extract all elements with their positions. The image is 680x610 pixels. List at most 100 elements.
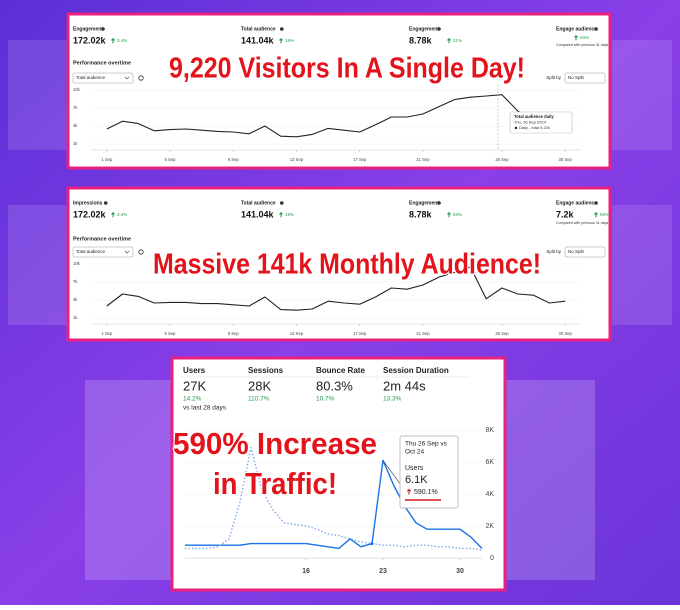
x-tick-label: 17 Sep xyxy=(353,331,367,336)
metric-label: Bounce Rate xyxy=(316,366,365,375)
up-arrow xyxy=(447,212,451,218)
headline: 590% Increase xyxy=(173,426,377,461)
metric-value: 80.3% xyxy=(316,378,353,393)
x-tick-label: 30 Sep xyxy=(559,157,573,162)
tooltip-label: Users xyxy=(405,465,424,472)
metric-value: 8.78k xyxy=(409,35,433,45)
ghost-panel xyxy=(8,40,68,150)
metric-label: Engage audience xyxy=(556,26,597,32)
tooltip-title: Oct 24 xyxy=(405,449,425,456)
data-line xyxy=(106,266,566,311)
x-tick-label: 5 Sep xyxy=(165,157,177,162)
up-arrow xyxy=(111,38,115,44)
settings-icon xyxy=(138,249,144,255)
x-tick-label: 16 xyxy=(302,568,310,575)
panel xyxy=(66,12,612,170)
y-tick-label: 6K xyxy=(485,459,494,466)
up-arrow xyxy=(406,488,412,495)
metric-value: 28K xyxy=(248,378,271,393)
dropdown-value: Total audience xyxy=(76,75,106,80)
info-icon xyxy=(103,201,108,205)
up-arrow xyxy=(279,212,283,218)
metric-value: 141.04k xyxy=(241,209,275,219)
comparison: vs last 28 days xyxy=(183,405,227,412)
metric-change: 19% xyxy=(285,38,294,43)
tooltip-title: Total audience daily xyxy=(514,114,554,119)
dropdown-value: Total audience xyxy=(76,249,106,254)
data-line xyxy=(185,446,483,551)
y-tick-label: 1k xyxy=(73,141,78,146)
metric-label: Sessions xyxy=(248,366,284,375)
x-tick-label: 21 Sep xyxy=(416,331,430,336)
metric-value: 141.04k xyxy=(241,35,275,45)
tooltip-date: Thu, 26 Sep 2024 xyxy=(514,120,547,125)
info-icon xyxy=(280,201,284,205)
up-arrow xyxy=(447,38,451,44)
x-tick-label: 9 Sep xyxy=(228,157,240,162)
dropdown xyxy=(72,246,134,258)
x-tick-label: 1 Sep xyxy=(101,157,113,162)
comparison-note: Compared with previous 31 days xyxy=(556,43,609,47)
split-value: No Split xyxy=(568,249,585,254)
ghost-panel xyxy=(505,380,595,580)
metric-label: Total audience xyxy=(241,200,276,206)
up-arrow xyxy=(111,212,115,218)
headline: in Traffic! xyxy=(213,466,337,501)
metric-change: 21% xyxy=(453,38,462,43)
metric-value: 27K xyxy=(183,378,206,393)
ghost-panel xyxy=(612,40,672,150)
split-value: No Split xyxy=(568,75,585,80)
y-tick-label: 4k xyxy=(73,297,78,302)
x-tick-label: 26 Sep xyxy=(495,331,509,336)
ghost-panel xyxy=(612,205,672,325)
metric-change: 3.4% xyxy=(117,38,127,43)
metric-value: 172.02k xyxy=(73,35,107,45)
split-label: Split by xyxy=(546,75,562,80)
x-tick-label: 26 Sep xyxy=(495,157,509,162)
ghost-panel xyxy=(85,380,172,580)
split-label: Split by xyxy=(546,249,562,254)
metric-label: Engagement xyxy=(73,26,103,32)
headline: 9,220 Visitors In A Single Day! xyxy=(169,53,525,85)
y-tick-label: 7k xyxy=(73,279,78,284)
y-tick-label: 4k xyxy=(73,123,78,128)
ghost-panel xyxy=(8,205,68,325)
metric-change: 110.7% xyxy=(248,396,270,403)
metric-change: 14.2% xyxy=(183,396,202,403)
tooltip-line: Daily - total 9.22k xyxy=(519,125,550,130)
metric-change: 93% xyxy=(453,212,462,217)
x-tick-label: 9 Sep xyxy=(228,331,240,336)
chevron xyxy=(124,76,130,80)
info-icon xyxy=(437,201,441,205)
x-tick-label: 5 Sep xyxy=(165,331,177,336)
metric-change: 93% xyxy=(580,35,589,40)
chevron xyxy=(124,250,130,254)
tooltip-title: Thu 26 Sep vs xyxy=(405,441,448,448)
up-arrow xyxy=(279,38,283,44)
section-title: Performance overtime xyxy=(73,60,131,66)
data-line xyxy=(106,94,566,138)
up-arrow xyxy=(594,212,598,218)
y-tick-label: 10k xyxy=(73,87,81,92)
metric-label: Engagement xyxy=(409,26,439,32)
x-tick-label: 23 xyxy=(379,568,387,575)
x-tick-label: 21 Sep xyxy=(416,157,430,162)
settings-icon xyxy=(138,75,144,81)
split-dropdown xyxy=(564,72,606,84)
metric-value: 2m 44s xyxy=(383,378,426,393)
metric-change: 19% xyxy=(285,212,294,217)
point-marker xyxy=(370,542,374,546)
metric-value: 172.02k xyxy=(73,209,107,219)
up-arrow xyxy=(574,35,578,41)
tooltip xyxy=(399,435,459,509)
x-tick-label: 30 xyxy=(456,568,464,575)
split-dropdown xyxy=(564,246,606,258)
metric-change: 3.4% xyxy=(117,212,127,217)
metric-label: Engagement xyxy=(409,200,439,206)
metric-change: 13.3% xyxy=(383,396,402,403)
x-tick-label: 30 Sep xyxy=(559,331,573,336)
y-tick-label: 4K xyxy=(485,491,494,498)
metric-label: Total audience xyxy=(241,26,276,32)
